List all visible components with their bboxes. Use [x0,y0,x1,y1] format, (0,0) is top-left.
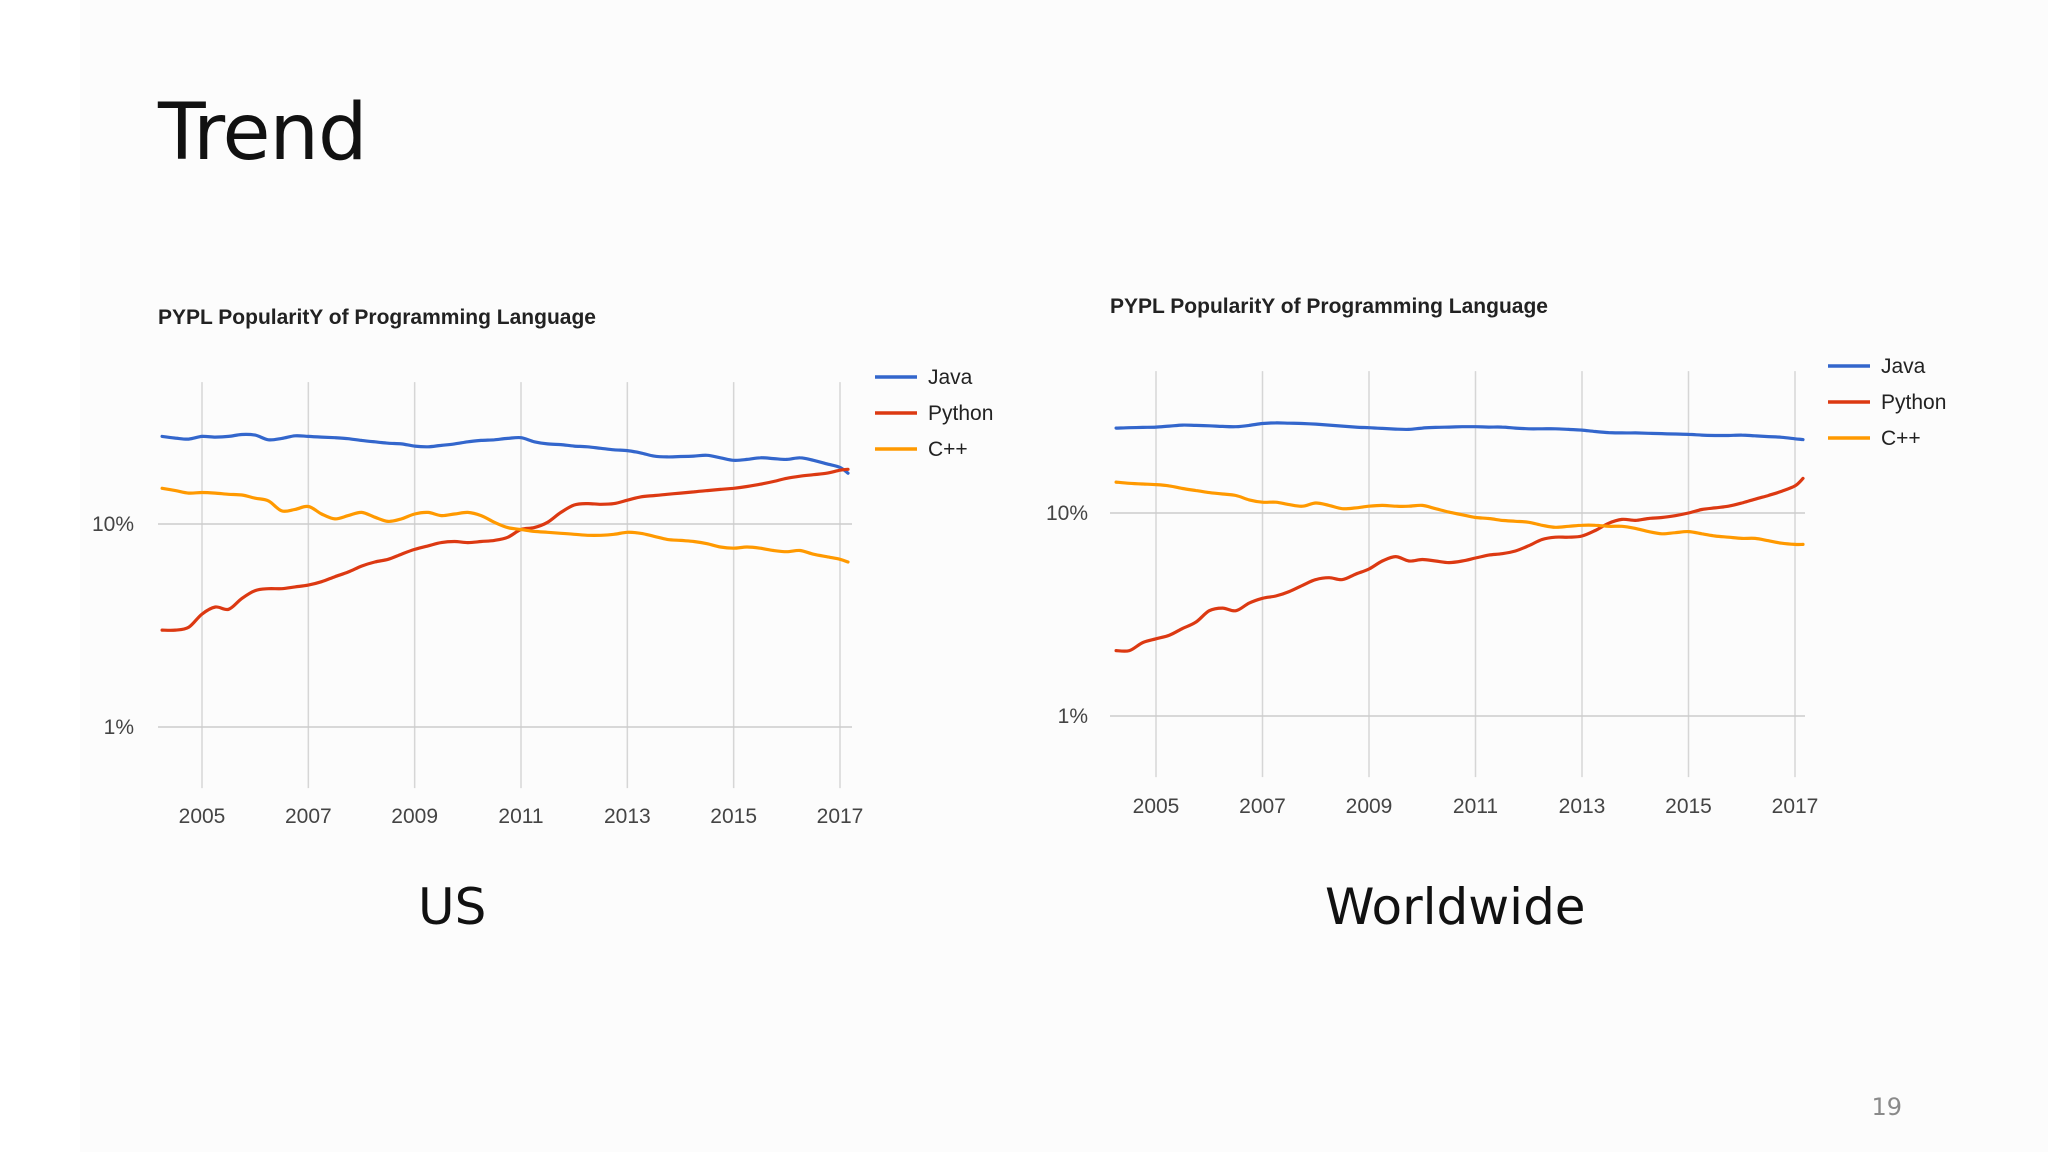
slide-title: Trend [158,88,367,178]
us-caption: US [418,878,487,936]
slide-number: 19 [1871,1093,1902,1121]
worldwide-caption: Worldwide [1325,878,1586,936]
slide-background [80,0,2048,1152]
